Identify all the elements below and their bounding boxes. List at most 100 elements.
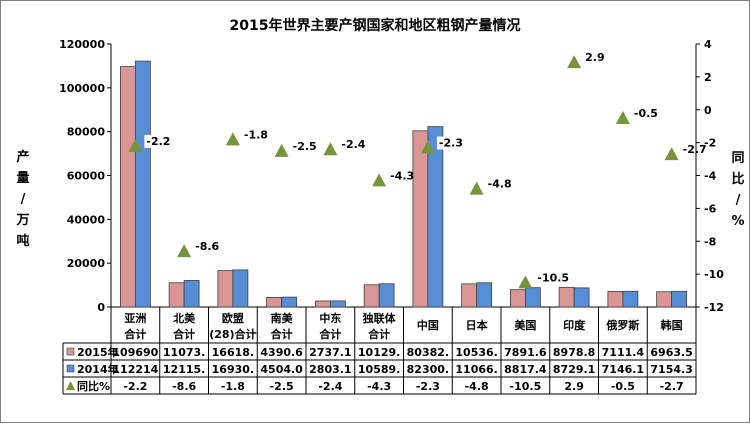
table-cell: 10129. bbox=[358, 346, 400, 359]
table-cell: -0.5 bbox=[611, 380, 635, 393]
table-cell: 8978.8 bbox=[553, 346, 595, 359]
bar bbox=[378, 283, 395, 308]
bar bbox=[232, 269, 249, 308]
left-tick-label: 40000 bbox=[67, 213, 106, 226]
legend-entry: 2014年 bbox=[77, 362, 119, 376]
left-tick-label: 0 bbox=[97, 301, 105, 314]
yoy-marker bbox=[567, 55, 582, 69]
right-tick-label: 4 bbox=[704, 38, 712, 51]
bar bbox=[217, 270, 234, 308]
table-cell: 112214 bbox=[112, 363, 158, 376]
category-label: 合计 bbox=[271, 327, 293, 341]
category-label: 合计 bbox=[124, 327, 146, 341]
right-tick-label: -2 bbox=[704, 137, 716, 150]
yoy-data-label: -4.3 bbox=[390, 169, 414, 182]
table-cell: 11066. bbox=[455, 363, 497, 376]
label-background bbox=[436, 136, 459, 150]
category-label: 中东 bbox=[319, 311, 341, 325]
left-axis-title-char: 吨 bbox=[16, 233, 29, 249]
bar bbox=[168, 282, 185, 308]
table-cell: 7154.3 bbox=[650, 363, 692, 376]
yoy-data-label: 2.9 bbox=[585, 51, 605, 64]
yoy-data-label: -2.2 bbox=[146, 135, 170, 148]
table-cell: 4390.6 bbox=[260, 346, 303, 359]
yoy-data-label: -8.6 bbox=[195, 240, 219, 253]
right-tick-label: -8 bbox=[704, 235, 716, 248]
yoy-marker bbox=[420, 140, 435, 154]
yoy-data-label: -10.5 bbox=[537, 271, 569, 284]
label-background bbox=[144, 134, 167, 148]
table-cell: -2.7 bbox=[660, 380, 684, 393]
right-axis-title-char: 同 bbox=[731, 151, 744, 166]
right-axis-title-char: / bbox=[736, 193, 741, 208]
category-label: 亚洲 bbox=[124, 312, 146, 325]
table-cell: 8817.4 bbox=[504, 363, 547, 376]
yoy-marker bbox=[469, 181, 484, 195]
markers-group: -2.2 -8.6 -1.8 -2.5 -2.4 -4.3 -2.3 -4.8 -10.5 2.9… bbox=[128, 51, 707, 289]
yoy-marker bbox=[615, 110, 630, 124]
category-label: (28)合计 bbox=[209, 327, 256, 341]
bar bbox=[558, 286, 575, 308]
right-tick-label: 0 bbox=[704, 104, 712, 117]
bar bbox=[573, 287, 590, 308]
bar bbox=[671, 290, 688, 308]
left-axis-title-char: 量 bbox=[16, 171, 29, 186]
legend-entry: 2015年 bbox=[77, 345, 119, 359]
bar bbox=[266, 296, 283, 308]
table-cell: 82300. bbox=[407, 363, 449, 376]
table-cell: -1.8 bbox=[221, 380, 245, 393]
bar bbox=[427, 126, 444, 308]
bar bbox=[183, 280, 200, 308]
category-label: 独联体 bbox=[362, 311, 397, 325]
category-label: 合计 bbox=[319, 327, 341, 341]
category-label: 合计 bbox=[368, 327, 390, 341]
yoy-marker bbox=[225, 132, 240, 146]
table-cell: 7146.1 bbox=[602, 363, 644, 376]
right-tick-label: -4 bbox=[704, 170, 717, 183]
legend-swatch bbox=[66, 364, 75, 373]
right-tick-label: 2 bbox=[704, 71, 712, 84]
yoy-data-label: -0.5 bbox=[634, 107, 658, 120]
table-cell: 11073. bbox=[163, 346, 205, 359]
bar bbox=[509, 289, 526, 308]
table-cell: 7111.4 bbox=[602, 346, 645, 359]
table-cell: 8729.1 bbox=[553, 363, 595, 376]
legend-swatch bbox=[66, 347, 75, 356]
right-tick-label: -12 bbox=[704, 301, 724, 314]
bar bbox=[314, 300, 331, 308]
left-axis-title-char: / bbox=[21, 192, 26, 207]
left-tick-label: 80000 bbox=[67, 126, 106, 139]
table-cell: 10536. bbox=[455, 346, 497, 359]
category-label: 日本 bbox=[466, 318, 488, 332]
yoy-data-label: -2.7 bbox=[683, 143, 707, 156]
table-cell: 2.9 bbox=[564, 380, 584, 393]
table-cell: 7891.6 bbox=[504, 346, 547, 359]
table-cell: 2737.1 bbox=[309, 346, 351, 359]
table-cell: -2.4 bbox=[318, 380, 342, 393]
table-cell: 2803.1 bbox=[309, 363, 351, 376]
table-cell: 16930. bbox=[212, 363, 254, 376]
category-label: 印度 bbox=[563, 318, 586, 332]
category-label: 北美 bbox=[173, 311, 196, 325]
table-cell: -2.5 bbox=[270, 380, 294, 393]
yoy-marker bbox=[177, 244, 192, 258]
left-tick-label: 100000 bbox=[59, 82, 105, 95]
left-axis-title-char: 万 bbox=[15, 213, 29, 228]
yoy-data-label: -2.5 bbox=[293, 140, 317, 153]
left-tick-label: 20000 bbox=[67, 257, 106, 270]
right-axis-title-char: 比 bbox=[731, 171, 744, 187]
category-label: 俄罗斯 bbox=[605, 318, 639, 332]
yoy-marker bbox=[128, 138, 143, 152]
chart-title: 2015年世界主要产钢国家和地区粗钢产量情况 bbox=[230, 17, 521, 34]
category-label: 韩国 bbox=[661, 318, 683, 332]
yoy-marker bbox=[323, 142, 338, 156]
category-label: 合计 bbox=[173, 327, 195, 341]
table-cell: -2.3 bbox=[416, 380, 440, 393]
category-label: 美国 bbox=[514, 318, 536, 332]
bar bbox=[461, 283, 478, 308]
table-cell: 109690 bbox=[112, 346, 158, 359]
bar bbox=[524, 287, 541, 308]
